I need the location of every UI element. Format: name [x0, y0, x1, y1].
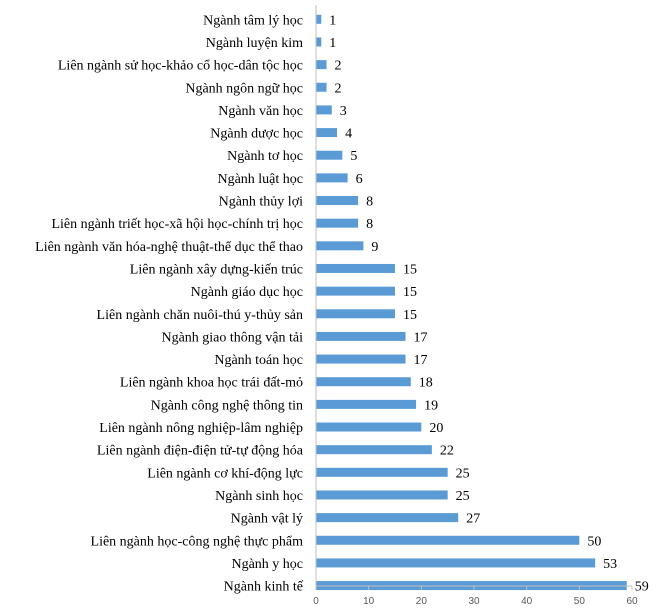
category-label: Ngành dược học: [210, 127, 303, 142]
category-label: Ngành giao thông vận tải: [161, 330, 303, 345]
category-label: Ngành kinh tế: [224, 580, 304, 595]
category-label: Ngành toán học: [214, 353, 303, 368]
data-label: 15: [403, 285, 417, 300]
x-axis: 0 10 20 30 40 50 60: [313, 5, 638, 607]
bar: [316, 490, 448, 500]
bar: [316, 286, 395, 296]
data-label: 18: [419, 376, 433, 391]
category-label: Ngành ngôn ngữ học: [185, 81, 303, 96]
bar: [316, 150, 343, 160]
data-label: 3: [340, 104, 347, 119]
category-label: Liên ngành điện-điện tử-tự động hóa: [97, 444, 304, 459]
x-tick-label: 50: [574, 596, 586, 607]
category-label: Liên ngành xây dựng-kiến trúc: [130, 262, 303, 277]
data-label: 1: [329, 36, 336, 51]
bar: [316, 37, 322, 47]
bar: [316, 309, 395, 319]
data-label: 4: [345, 127, 352, 142]
data-label: 17: [414, 330, 428, 345]
value-labels-group: 1122345688915151517171819202225252750535…: [329, 13, 648, 594]
bar: [316, 105, 332, 115]
data-label: 2: [335, 59, 342, 74]
category-label: Ngành thủy lợi: [219, 195, 304, 210]
bar: [316, 218, 359, 228]
x-tick-label: 30: [468, 596, 480, 607]
bar: [316, 82, 327, 92]
category-label: Liên ngành cơ khí-động lực: [147, 466, 303, 481]
category-label: Ngành y học: [231, 557, 303, 572]
data-label: 19: [424, 398, 438, 413]
data-label: 15: [403, 262, 417, 277]
data-label: 50: [587, 534, 601, 549]
category-label: Liên ngành triết học-xã hội học-chính tr…: [51, 217, 303, 232]
bar: [316, 128, 338, 138]
bar: [316, 263, 395, 273]
bar: [316, 173, 348, 183]
data-label: 5: [350, 149, 357, 164]
category-label: Ngành tơ học: [227, 149, 303, 164]
data-label: 8: [366, 217, 373, 232]
data-label: 2: [335, 81, 342, 96]
bar: [316, 535, 580, 545]
x-tick-label: 20: [416, 596, 428, 607]
data-label: 22: [440, 444, 454, 459]
category-label: Ngành văn học: [218, 104, 303, 119]
data-label: 8: [366, 195, 373, 210]
category-label: Ngành sinh học: [215, 489, 303, 504]
x-tick-label: 0: [313, 596, 319, 607]
data-label: 25: [456, 466, 470, 481]
bar: [316, 558, 596, 568]
data-label: 25: [456, 489, 470, 504]
category-label: Liên ngành nông nghiệp-lâm nghiệp: [99, 421, 303, 436]
category-label: Ngành vật lý: [231, 512, 303, 527]
bar: [316, 445, 432, 455]
category-label: Liên ngành khoa học trái đất-mỏ: [120, 376, 303, 391]
x-tick-label: 40: [521, 596, 533, 607]
bar: [316, 422, 422, 432]
bar: [316, 513, 459, 523]
category-labels-group: Ngành tâm lý học Ngành luyện kim Liên ngàn…: [35, 13, 304, 594]
data-label: 59: [635, 580, 649, 595]
data-label: 6: [356, 172, 363, 187]
data-label: 9: [371, 240, 378, 255]
category-label: Ngành luyện kim: [206, 36, 303, 51]
bar: [316, 196, 359, 206]
category-label: Liên ngành học-công nghệ thực phẩm: [91, 534, 304, 549]
bar: [316, 331, 406, 341]
data-label: 17: [414, 353, 428, 368]
bar: [316, 60, 327, 70]
category-label: Ngành công nghệ thông tin: [151, 398, 303, 413]
category-label: Liên ngành sử học-khảo cổ học-dân tộc họ…: [58, 59, 303, 74]
bar: [316, 377, 411, 387]
category-label: Ngành giáo dục học: [191, 285, 303, 300]
data-label: 20: [429, 421, 443, 436]
bar: [316, 467, 448, 477]
bar: [316, 354, 406, 364]
data-label: 1: [329, 13, 336, 28]
data-label: 27: [466, 512, 480, 527]
bar: [316, 241, 364, 251]
category-label: Liên ngành chăn nuôi-thú y-thủy sản: [97, 308, 303, 323]
x-tick-label: 10: [363, 596, 375, 607]
bars-group: [316, 14, 627, 591]
data-label: 53: [603, 557, 617, 572]
category-label: Ngành luật học: [217, 172, 303, 187]
category-label: Liên ngành văn hóa-nghệ thuật-thể dục th…: [35, 240, 303, 255]
bar: [316, 399, 417, 409]
data-label: 15: [403, 308, 417, 323]
bar: [316, 14, 322, 24]
x-tick-label: 60: [626, 596, 638, 607]
category-label: Ngành tâm lý học: [203, 13, 303, 28]
